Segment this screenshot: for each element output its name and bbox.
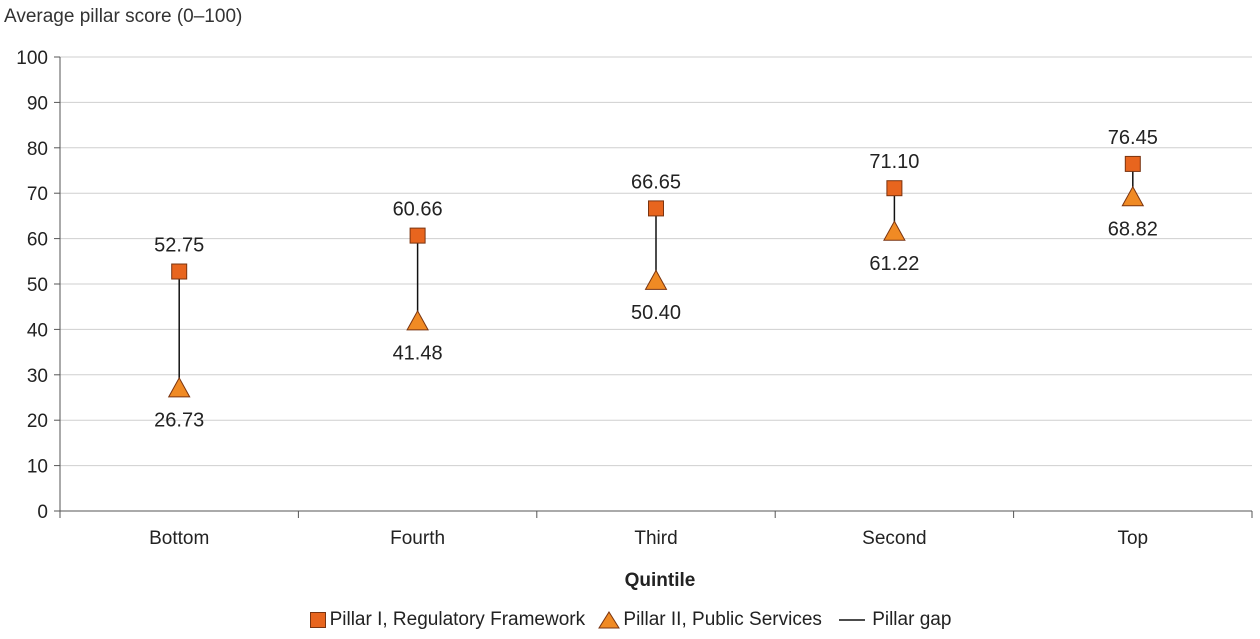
y-tick-label: 50 <box>27 275 48 296</box>
pillar-2-marker <box>883 220 906 241</box>
pillar-2-marker <box>167 376 191 398</box>
data-labels: 52.75 26.73 60.66 41.48 66.65 50.40 71.10 61.22… <box>154 127 1158 432</box>
y-tick-label: 80 <box>27 139 48 160</box>
pillar-2-data-label: 68.82 <box>1108 219 1158 241</box>
square-marker-icon <box>309 612 326 628</box>
legend: Pillar I, Regulatory Framework Pillar II… <box>0 609 1260 635</box>
y-axis-title: Average pillar score (0–100) <box>4 6 243 27</box>
legend-label-gap: Pillar gap <box>872 609 952 630</box>
pillar-2-marker <box>406 309 429 331</box>
y-tick-label: 40 <box>27 320 48 341</box>
pillar-1-data-label: 71.10 <box>869 151 919 173</box>
x-tick-label: Fourth <box>390 528 445 549</box>
pillar-1-marker <box>648 200 664 217</box>
pillar-2-data-label: 41.48 <box>393 343 443 365</box>
pillar-2-data-label: 61.22 <box>869 253 919 275</box>
pillar-1-marker <box>409 227 426 244</box>
pillar-1-data-label: 52.75 <box>154 235 204 257</box>
pillar-1-data-label: 60.66 <box>393 199 443 221</box>
pillar-1-marker <box>171 263 188 280</box>
y-tick-label: 0 <box>37 502 48 523</box>
x-tick-label: Top <box>1117 528 1148 549</box>
x-tick-labels: Bottom Fourth Third Second Top <box>149 528 1148 549</box>
pillar-2-data-label: 50.40 <box>631 302 681 324</box>
x-axis-title: Quintile <box>625 570 696 591</box>
pillar-score-chart: 0 10 20 30 40 50 60 70 80 90 100 Bottom Fourth Third… <box>16 48 1253 591</box>
pillar-1-marker <box>1124 155 1141 172</box>
legend-item-pillar-2: Pillar II, Public Services <box>598 609 822 631</box>
pillar-1-marker <box>886 180 903 197</box>
triangle-marker-icon <box>598 611 621 629</box>
y-tick-label: 10 <box>27 457 48 478</box>
pillar-1-data-label: 66.65 <box>631 171 681 193</box>
pillar-2-marker <box>1121 185 1145 207</box>
markers <box>167 155 1145 398</box>
legend-label-pillar-1: Pillar I, Regulatory Framework <box>329 609 586 630</box>
legend-item-gap: Pillar gap <box>835 609 951 631</box>
y-tick-labels: 0 10 20 30 40 50 60 70 80 90 100 <box>16 48 48 523</box>
y-tick-label: 30 <box>27 366 48 387</box>
x-tick-label: Third <box>634 528 677 549</box>
x-tick-label: Second <box>862 528 926 549</box>
axes <box>54 56 1253 518</box>
y-tick-label: 60 <box>27 230 48 251</box>
y-tick-label: 70 <box>27 184 48 205</box>
pillar-2-marker <box>644 269 668 290</box>
x-tick-label: Bottom <box>149 528 209 549</box>
line-icon <box>839 619 866 621</box>
pillar-1-data-label: 76.45 <box>1108 127 1158 149</box>
y-tick-label: 20 <box>27 411 48 432</box>
legend-label-pillar-2: Pillar II, Public Services <box>623 609 822 630</box>
legend-item-pillar-1: Pillar I, Regulatory Framework <box>309 609 586 631</box>
y-tick-label: 90 <box>27 93 48 114</box>
y-tick-label: 100 <box>16 48 48 69</box>
pillar-2-data-label: 26.73 <box>154 410 204 432</box>
